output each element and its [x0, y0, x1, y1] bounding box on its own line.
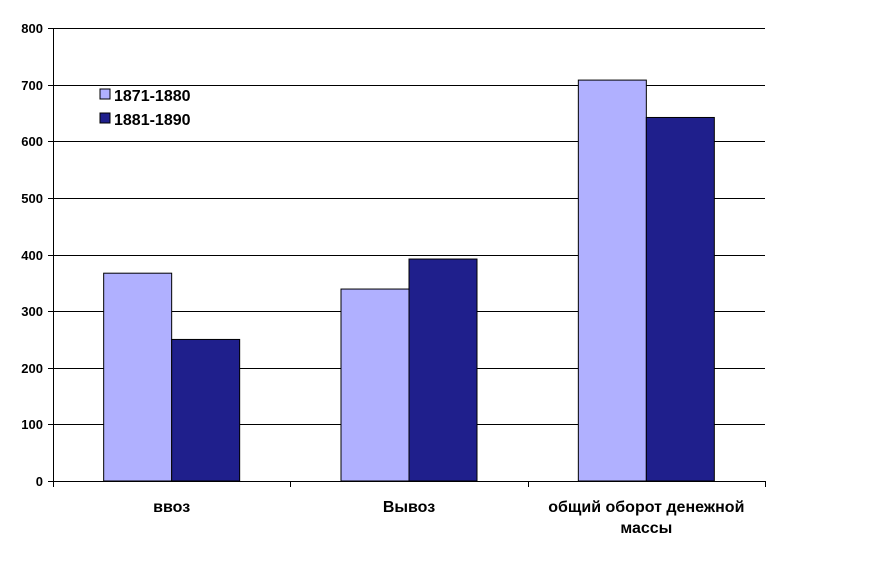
y-tick-label: 400	[21, 248, 43, 263]
x-category-label: массы	[620, 520, 672, 537]
x-category-label: Вывоз	[383, 499, 435, 516]
y-tick-label: 0	[36, 474, 43, 489]
axis-labels: 0 100 200 300 400 500 600 700 800 ввоз Вывоз общий …	[21, 21, 744, 537]
legend-label: 1871-1880	[114, 88, 191, 105]
y-tick-label: 200	[21, 361, 43, 376]
bar-1-3	[577, 79, 647, 482]
y-tick-label: 100	[21, 417, 43, 432]
y-tick-label: 600	[21, 134, 43, 149]
x-category-label: общий оборот денежной	[548, 499, 744, 516]
y-tick-label: 700	[21, 78, 43, 93]
bars	[103, 79, 715, 482]
bar-2-2	[408, 258, 478, 482]
legend-swatch	[99, 88, 111, 100]
y-tick-label: 500	[21, 191, 43, 206]
legend-swatch	[99, 112, 111, 124]
y-tick-label: 300	[21, 304, 43, 319]
bar-2-3	[645, 116, 715, 482]
bar-1-2	[340, 288, 410, 482]
legend: 1871-1880 1881-1890	[99, 88, 191, 129]
bar-2-1	[171, 338, 241, 482]
y-tick-label: 800	[21, 21, 43, 36]
x-category-label: ввоз	[153, 499, 190, 516]
bar-1-1	[103, 272, 173, 482]
legend-label: 1881-1890	[114, 112, 191, 129]
